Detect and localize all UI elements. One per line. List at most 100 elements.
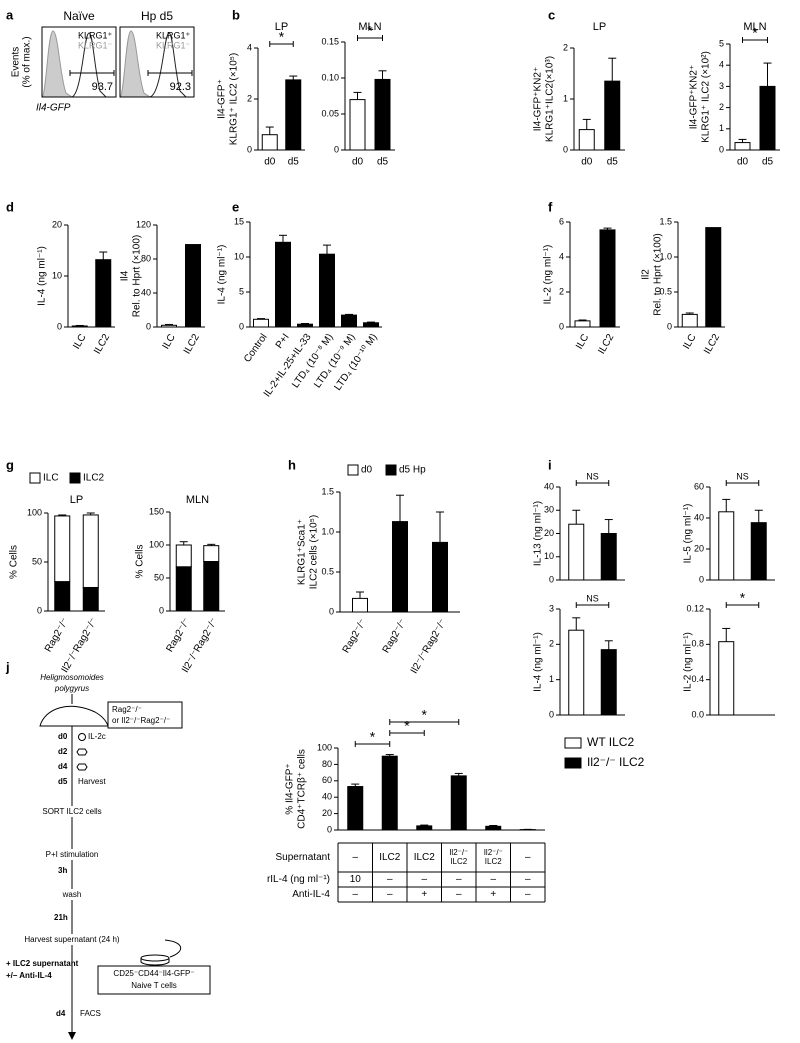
panel-label: i <box>548 457 552 472</box>
y-tick-label: 1.5 <box>659 216 672 226</box>
step-label: wash <box>62 890 82 899</box>
y-tick-label: 20 <box>322 808 332 818</box>
y-tick-label: 2 <box>559 286 564 296</box>
bar <box>185 244 201 328</box>
bar <box>599 229 616 328</box>
cells-box <box>97 965 211 995</box>
legend-swatch <box>29 472 41 484</box>
bar <box>374 78 391 151</box>
bar <box>759 85 776 151</box>
histogram-positive <box>149 32 187 98</box>
x-tick-label: d0 <box>737 157 749 168</box>
significance-label: * <box>752 25 758 41</box>
legend-swatch <box>564 757 582 769</box>
y-axis-label: Il4-GFP⁺ <box>217 79 228 119</box>
bar <box>381 755 398 831</box>
mouse <box>39 705 109 727</box>
gate-value: 93.7 <box>92 81 113 93</box>
treatment: + ILC2 supernatant <box>6 959 79 968</box>
panel-label: b <box>232 7 240 22</box>
step-day: d4 <box>58 762 68 771</box>
y-tick-label: 40 <box>141 287 151 297</box>
table-cell: ILC2 <box>414 852 436 863</box>
significance-label: * <box>422 707 428 723</box>
y-tick-label: 1.0 <box>659 251 672 261</box>
y-tick-label: 0 <box>146 321 151 331</box>
y-tick-label: 100 <box>149 539 164 549</box>
y-tick-label: 0 <box>559 321 564 331</box>
y-axis-label: ILC2 cells (×10⁵) <box>309 515 320 589</box>
y-tick-label: 0 <box>57 321 62 331</box>
y-tick-label: 4 <box>719 60 724 70</box>
mouse-label: or Il2⁻/⁻Rag2⁻/⁻ <box>112 716 170 725</box>
y-tick-label: 40 <box>322 792 332 802</box>
bar <box>604 80 621 151</box>
panel-label: f <box>548 199 553 214</box>
bar <box>600 533 617 581</box>
bar <box>574 320 591 328</box>
y-tick-label: 0 <box>334 144 339 154</box>
chart-title: MLN <box>743 21 766 33</box>
y-tick-label: 0.4 <box>691 674 704 684</box>
table-cell: – <box>525 889 531 900</box>
dish <box>140 958 170 966</box>
y-tick-label: 40 <box>694 512 704 522</box>
step-label: Harvest supernatant (24 h) <box>24 935 119 944</box>
histogram-negative <box>41 30 74 98</box>
step-label: SORT ILC2 cells <box>42 807 101 816</box>
parasite-label: Heligmosomoides <box>40 673 104 682</box>
x-tick-label: d0 <box>352 157 364 168</box>
y-axis-label: KLRG1⁺ ILC2 (×10²) <box>701 51 712 143</box>
step-day: d0 <box>58 732 68 741</box>
chart-title: LP <box>593 21 606 33</box>
legend-label: ILC <box>43 473 59 484</box>
x-axis-label: Il4-GFP <box>36 103 71 114</box>
y-tick-label: 50 <box>154 572 164 582</box>
x-tick-label: d0 <box>581 157 593 168</box>
plot-title: Hp d5 <box>141 9 173 23</box>
y-axis-label: % Il4-GFP⁺ <box>285 763 296 814</box>
table-cell: ILC2 <box>450 857 467 866</box>
y-tick-label: 3 <box>549 603 554 613</box>
table-cell: – <box>387 874 393 885</box>
bar <box>485 825 502 831</box>
y-tick-label: 0 <box>247 144 252 154</box>
bar <box>578 129 595 151</box>
label-bg <box>20 934 124 945</box>
step-label: P+I stimulation <box>46 850 99 859</box>
y-axis-label: Il4-GFP⁺KN2⁺ <box>533 67 544 131</box>
bar-segment <box>175 566 192 612</box>
bar <box>705 227 722 328</box>
bar <box>275 241 291 328</box>
bar-segment <box>203 545 220 562</box>
x-tick-label: d5 <box>288 157 300 168</box>
y-tick-label: 2 <box>563 42 568 52</box>
y-tick-label: 5 <box>719 38 724 48</box>
y-tick-label: 100 <box>317 742 332 752</box>
bar-segment <box>54 515 71 583</box>
legend-label: d0 <box>361 465 373 476</box>
y-axis-label: KLRG1⁺Sca1⁺ <box>297 519 308 585</box>
y-tick-label: 10 <box>52 270 62 280</box>
y-tick-label: 1 <box>563 93 568 103</box>
bar <box>750 522 767 581</box>
label-bg <box>38 806 108 817</box>
y-axis-label: KLRG1⁺ ILC2 (×10⁵) <box>229 53 240 146</box>
step-day: d4 <box>56 1009 66 1018</box>
legend-label: ILC2 <box>83 473 105 484</box>
y-axis-label: Il4 <box>120 270 131 281</box>
arrow <box>164 939 182 958</box>
table-cell: – <box>352 889 358 900</box>
x-tick-label: d5 <box>377 157 389 168</box>
y-axis-label: Rel. to Hprt (×100) <box>132 235 143 318</box>
y-tick-label: 10 <box>234 251 244 261</box>
bar <box>363 322 379 328</box>
y-tick-label: 0 <box>239 321 244 331</box>
plot-title: Naïve <box>63 9 95 23</box>
step-day: 3h <box>58 866 67 875</box>
y-axis-label: KLRG1⁺ILC2(×10³) <box>545 56 556 142</box>
y-tick-label: 2 <box>719 102 724 112</box>
label-bg <box>58 889 86 900</box>
y-tick-label: 1 <box>719 123 724 133</box>
bar <box>392 521 408 613</box>
